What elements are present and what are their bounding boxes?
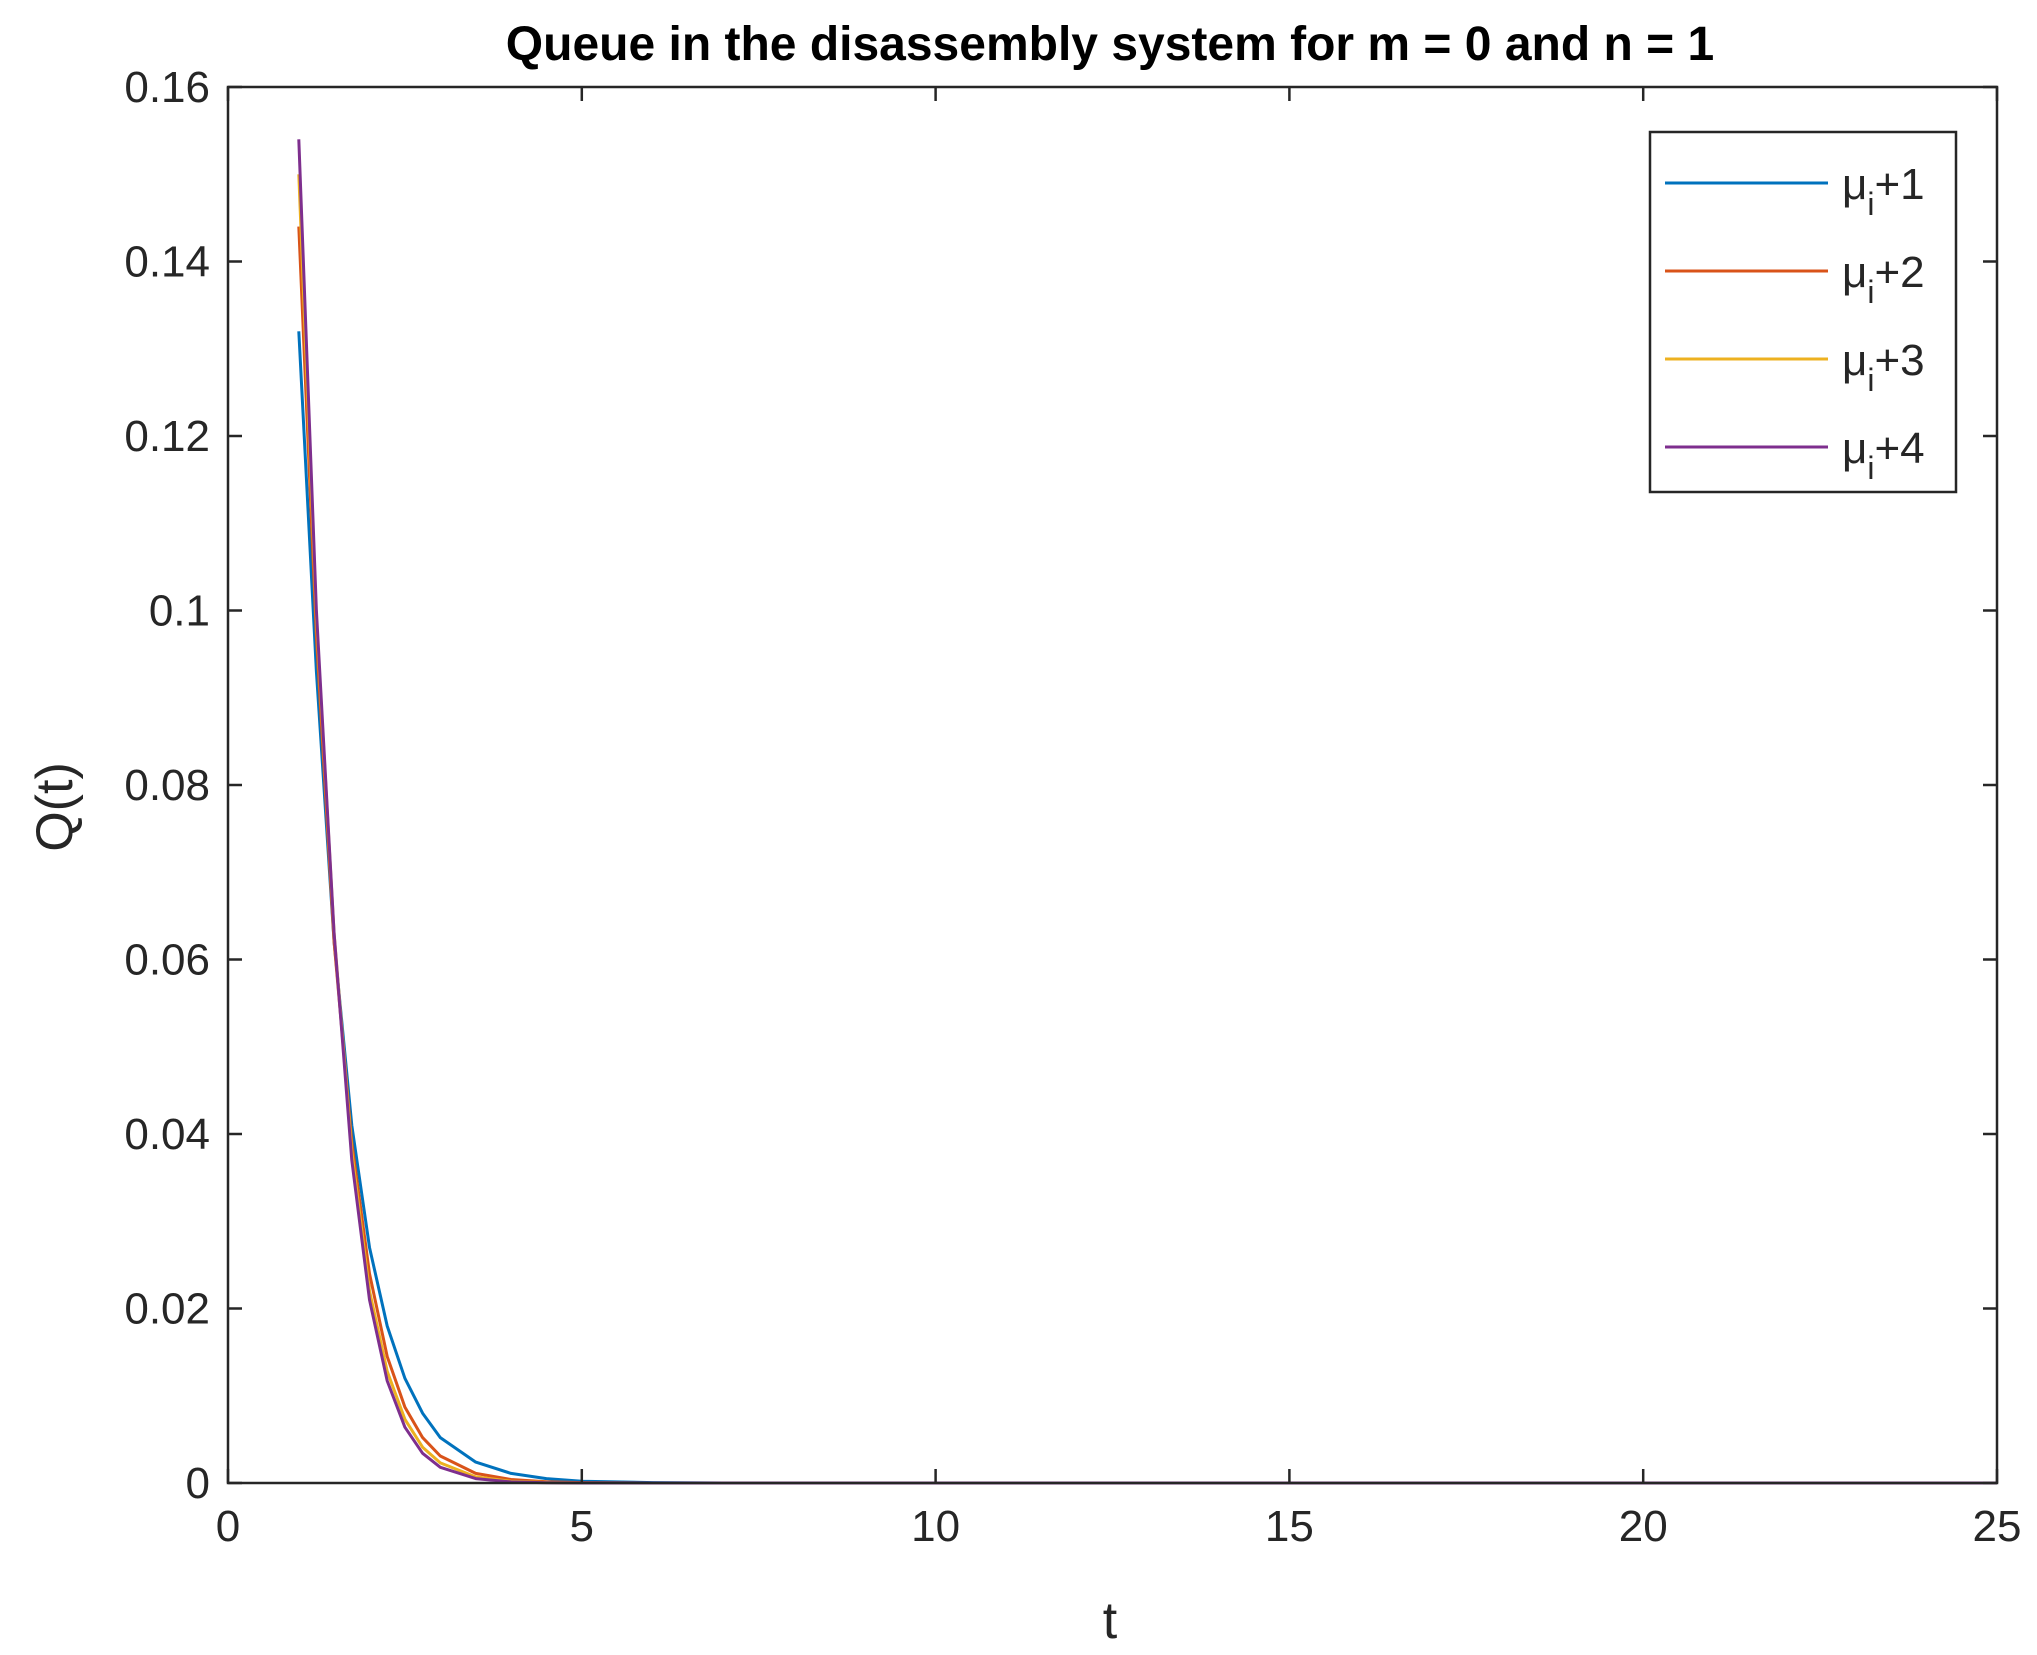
legend: μi+1 μi+2 μi+3 μi+4 (1648, 130, 1958, 494)
y-axis-tick-labels: 0 0.02 0.04 0.06 0.08 0.1 0.12 0.14 0.16 (124, 63, 210, 1508)
legend-entries: μi+1 μi+2 μi+3 μi+4 (1665, 160, 1925, 486)
y-tick-label: 0.12 (124, 412, 210, 461)
y-tick-label: 0.08 (124, 761, 210, 810)
x-axis-tick-labels: 0 5 10 15 20 25 (216, 1502, 2022, 1551)
legend-label-1: μi+1 (1842, 160, 1925, 222)
y-tick-label: 0.02 (124, 1285, 210, 1334)
y-tick-label: 0.16 (124, 63, 210, 112)
y-axis-label: Q(t) (26, 762, 84, 852)
x-tick-label: 25 (1973, 1502, 2022, 1551)
legend-label-4: μi+4 (1842, 424, 1925, 486)
legend-label-2: μi+2 (1842, 248, 1925, 310)
y-tick-label: 0.04 (124, 1110, 210, 1159)
legend-box (1648, 130, 1958, 494)
plot-frame (226, 85, 1999, 1485)
x-tick-label: 0 (216, 1502, 240, 1551)
y-tick-label: 0.06 (124, 936, 210, 985)
x-tick-label: 10 (911, 1502, 960, 1551)
x-tick-label: 15 (1265, 1502, 1314, 1551)
y-tick-label: 0.14 (124, 238, 210, 287)
x-tick-label: 5 (570, 1502, 594, 1551)
y-tick-label: 0.1 (149, 587, 210, 636)
x-axis-label: t (1103, 1592, 1118, 1650)
y-tick-label: 0 (186, 1459, 210, 1508)
legend-label-3: μi+3 (1842, 336, 1925, 398)
chart-title: Queue in the disassembly system for m = … (506, 18, 1714, 71)
x-tick-label: 20 (1619, 1502, 1668, 1551)
